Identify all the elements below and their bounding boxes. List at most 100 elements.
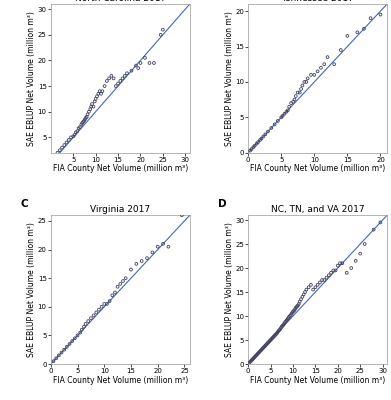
Point xyxy=(117,78,124,84)
Point xyxy=(281,320,287,326)
Point xyxy=(255,351,261,357)
Point xyxy=(59,144,65,151)
Point xyxy=(246,359,253,366)
Point xyxy=(63,139,70,146)
Point xyxy=(99,304,105,310)
Point xyxy=(99,88,106,94)
Point xyxy=(89,101,95,107)
Point xyxy=(314,282,321,288)
Point xyxy=(280,322,286,329)
Point xyxy=(154,244,161,250)
Point xyxy=(64,344,70,350)
Point xyxy=(56,352,62,359)
Point xyxy=(104,78,110,84)
Point xyxy=(77,124,83,130)
Point xyxy=(319,277,325,283)
Point xyxy=(335,262,341,269)
Point xyxy=(368,15,374,21)
Point xyxy=(258,135,264,142)
Point xyxy=(291,307,298,314)
Point xyxy=(113,83,119,89)
Point xyxy=(299,82,305,89)
Point xyxy=(321,61,327,68)
Point xyxy=(269,335,275,342)
Point xyxy=(109,292,115,298)
Point xyxy=(61,346,67,353)
Point xyxy=(310,286,316,293)
Point xyxy=(256,349,262,355)
Point xyxy=(286,314,292,320)
Point xyxy=(361,26,367,32)
Point xyxy=(325,54,331,60)
Point xyxy=(291,96,298,103)
Point xyxy=(295,302,301,309)
Text: D: D xyxy=(217,199,226,209)
Point xyxy=(252,354,258,360)
Point xyxy=(305,75,311,82)
Point xyxy=(144,255,150,261)
Point xyxy=(254,140,260,147)
Point xyxy=(74,332,81,338)
Point xyxy=(285,107,291,114)
Point xyxy=(301,291,307,298)
Point xyxy=(72,132,78,138)
Point xyxy=(293,304,299,310)
Point xyxy=(133,261,140,267)
Point xyxy=(119,75,126,82)
Point xyxy=(290,308,296,314)
Point xyxy=(50,358,57,364)
Point xyxy=(88,103,94,110)
Point xyxy=(73,129,79,136)
Point xyxy=(120,278,126,284)
Point xyxy=(271,121,278,128)
Title: NC, TN, and VA 2017: NC, TN, and VA 2017 xyxy=(271,206,364,214)
Title: North Carolina 2017: North Carolina 2017 xyxy=(75,0,166,3)
Point xyxy=(260,345,266,351)
Point xyxy=(54,150,61,156)
Point xyxy=(339,260,345,266)
Point xyxy=(275,328,281,334)
Point xyxy=(265,128,271,135)
Point xyxy=(338,47,344,53)
Point xyxy=(247,148,253,154)
Point xyxy=(273,330,280,337)
Title: Virginia 2017: Virginia 2017 xyxy=(90,206,151,214)
Point xyxy=(280,113,286,119)
Point xyxy=(250,356,256,362)
Point xyxy=(83,115,89,121)
Point xyxy=(79,120,85,126)
Point xyxy=(283,318,289,324)
Point xyxy=(265,339,271,346)
Point xyxy=(142,55,148,61)
Point xyxy=(257,137,263,143)
Point xyxy=(268,125,274,131)
Point xyxy=(248,358,255,364)
Point xyxy=(260,133,267,140)
Point xyxy=(94,93,100,100)
Point xyxy=(86,108,92,115)
Point xyxy=(274,330,280,336)
Point xyxy=(262,131,269,138)
Point xyxy=(362,241,368,247)
Point xyxy=(77,329,83,336)
Point xyxy=(295,89,301,96)
Point xyxy=(249,356,255,363)
Point xyxy=(115,284,121,290)
Point xyxy=(264,341,270,348)
Point xyxy=(280,322,287,328)
Point xyxy=(137,60,143,66)
Point xyxy=(317,279,323,286)
Point xyxy=(303,79,310,85)
Point xyxy=(117,281,124,287)
Point xyxy=(357,250,363,257)
Point xyxy=(323,274,330,281)
Point xyxy=(344,33,350,39)
Point xyxy=(110,75,117,82)
Point xyxy=(270,334,276,341)
Point xyxy=(81,324,87,330)
Point xyxy=(279,323,285,330)
Point xyxy=(61,142,67,148)
Point xyxy=(308,282,314,288)
Point xyxy=(312,284,319,290)
Point xyxy=(282,110,288,117)
